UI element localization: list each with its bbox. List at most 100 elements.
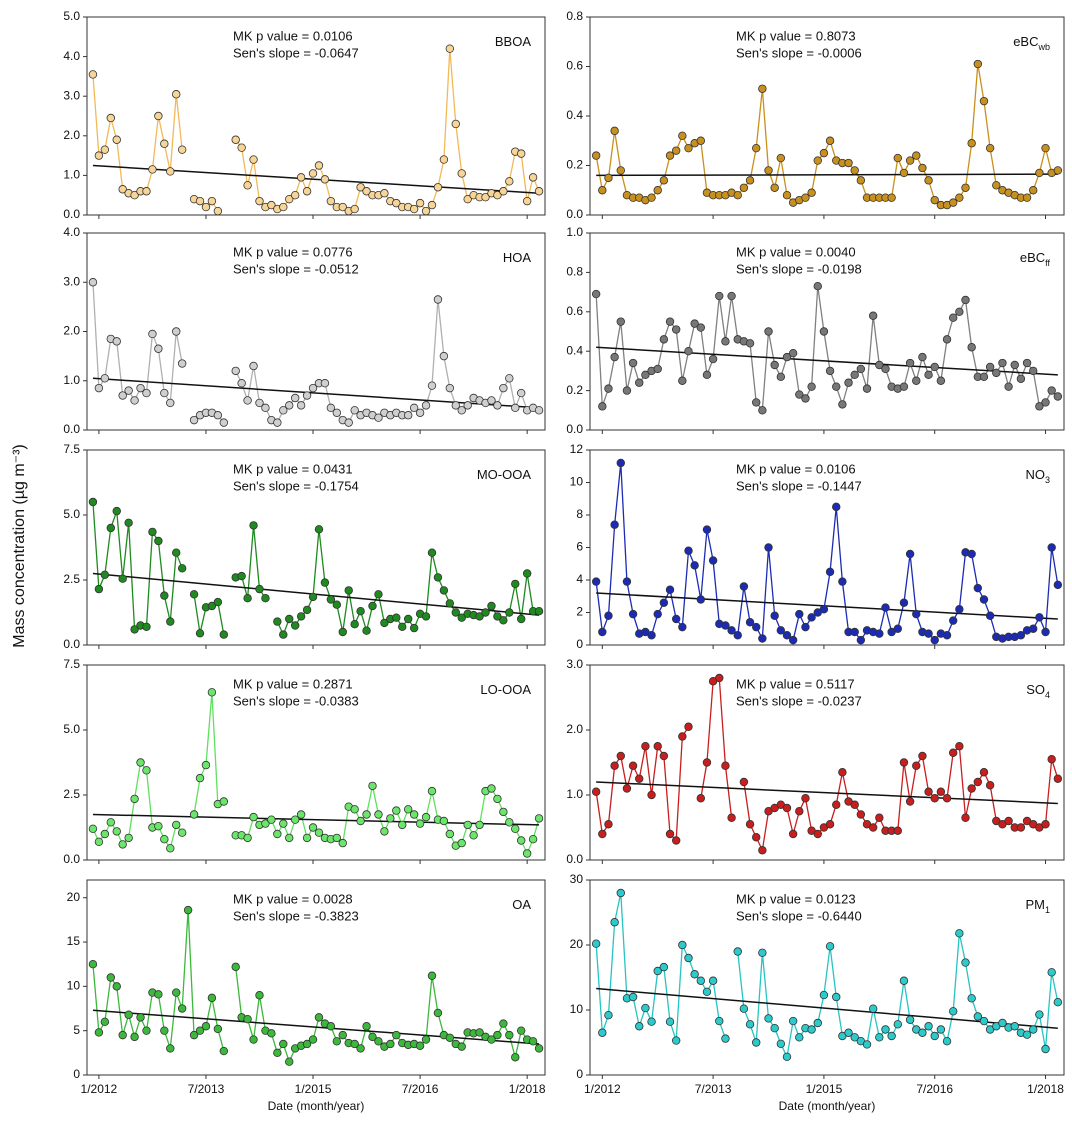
data-point (505, 818, 514, 827)
y-tick-label: 7.5 (63, 442, 80, 456)
data-point (918, 751, 927, 761)
panel-label-sub: 3 (1045, 475, 1050, 485)
data-point (708, 556, 718, 565)
data-point (671, 614, 681, 624)
data-point (511, 1053, 520, 1062)
panel-label-main: LO-OOA (480, 682, 531, 697)
data-point (457, 838, 466, 848)
data-point (942, 1036, 952, 1046)
data-point (788, 829, 798, 839)
panel-label: OA (512, 897, 531, 912)
data-point (177, 145, 187, 154)
y-tick-label: 0.8 (566, 265, 583, 279)
data-point (237, 379, 246, 388)
data-point (106, 523, 115, 533)
data-point (1047, 543, 1056, 552)
annotation: MK p value = 0.2871 (233, 676, 353, 691)
data-point (296, 810, 306, 819)
data-point (374, 590, 383, 599)
plot-frame (589, 879, 1065, 1076)
data-point (522, 196, 532, 206)
y-tick-label: 2.5 (63, 572, 80, 586)
data-point (439, 816, 449, 826)
data-point (610, 126, 619, 136)
data-point (207, 196, 217, 206)
data-point (285, 1057, 294, 1066)
data-point (1016, 631, 1026, 640)
data-point (362, 187, 371, 196)
data-point (195, 773, 205, 783)
data-point (899, 382, 909, 391)
data-point (1029, 186, 1038, 195)
data-point (665, 585, 675, 594)
data-point (290, 621, 300, 630)
data-point (992, 181, 1001, 190)
data-point (628, 992, 638, 1002)
panel: 0.0 1.0 2.0 3.0 4.0 5.0 MK p value = 0.0106 Sen… (63, 9, 546, 221)
data-point (88, 497, 98, 507)
data-point (118, 840, 127, 849)
data-point (1029, 1025, 1038, 1034)
data-point (166, 617, 175, 626)
data-point (332, 1037, 342, 1046)
data-point (487, 784, 496, 793)
data-point (647, 631, 656, 640)
data-point (1016, 374, 1026, 383)
data-point (868, 1004, 878, 1013)
data-point (899, 758, 909, 767)
data-point (237, 571, 246, 581)
data-point (172, 327, 181, 336)
data-point (517, 149, 526, 158)
data-point (1029, 624, 1038, 633)
annotation: MK p value = 0.0123 (736, 891, 856, 906)
data-point (955, 307, 964, 316)
data-point (813, 1018, 822, 1028)
data-point (832, 992, 841, 1002)
data-point (380, 618, 389, 628)
y-tick-label: 1.0 (63, 373, 80, 387)
data-point (758, 406, 767, 415)
data-point (961, 183, 970, 192)
data-point (641, 370, 650, 380)
data-point (243, 181, 252, 190)
data-point (154, 822, 163, 831)
data-point (350, 1039, 359, 1049)
data-point (924, 176, 933, 185)
data-point (801, 193, 810, 202)
data-point (684, 722, 693, 731)
data-point (659, 751, 669, 761)
data-point (844, 1028, 853, 1037)
panel: 0.0 2.5 5.0 7.5 MK p value = 0.0431 Sen's slo… (63, 442, 546, 651)
y-tick-label: 0.0 (63, 852, 80, 866)
data-point (1047, 968, 1056, 977)
data-point (534, 814, 544, 823)
data-point (463, 401, 472, 410)
data-point (856, 635, 866, 645)
data-point (924, 629, 933, 638)
data-point (172, 90, 181, 99)
data-point (979, 372, 989, 382)
y-tick-label: 0.0 (63, 637, 80, 651)
data-point (696, 794, 706, 803)
data-point (213, 411, 223, 420)
data-point (213, 1024, 223, 1034)
data-point (1047, 755, 1056, 764)
data-point (350, 406, 359, 415)
data-point (788, 1016, 798, 1026)
y-tick-label: 5.0 (63, 507, 80, 521)
data-point (392, 613, 401, 622)
data-point (788, 635, 798, 645)
data-point (591, 939, 601, 948)
y-tick-label: 0.0 (63, 422, 80, 436)
data-point (825, 942, 835, 951)
y-tick-label: 2 (576, 605, 583, 619)
data-point (948, 313, 958, 322)
data-point (183, 905, 193, 915)
data-point (813, 829, 822, 839)
data-point (112, 506, 121, 516)
data-point (856, 810, 866, 819)
data-point (326, 403, 336, 413)
data-point (616, 166, 625, 175)
data-point (392, 198, 401, 208)
data-point (332, 833, 342, 843)
